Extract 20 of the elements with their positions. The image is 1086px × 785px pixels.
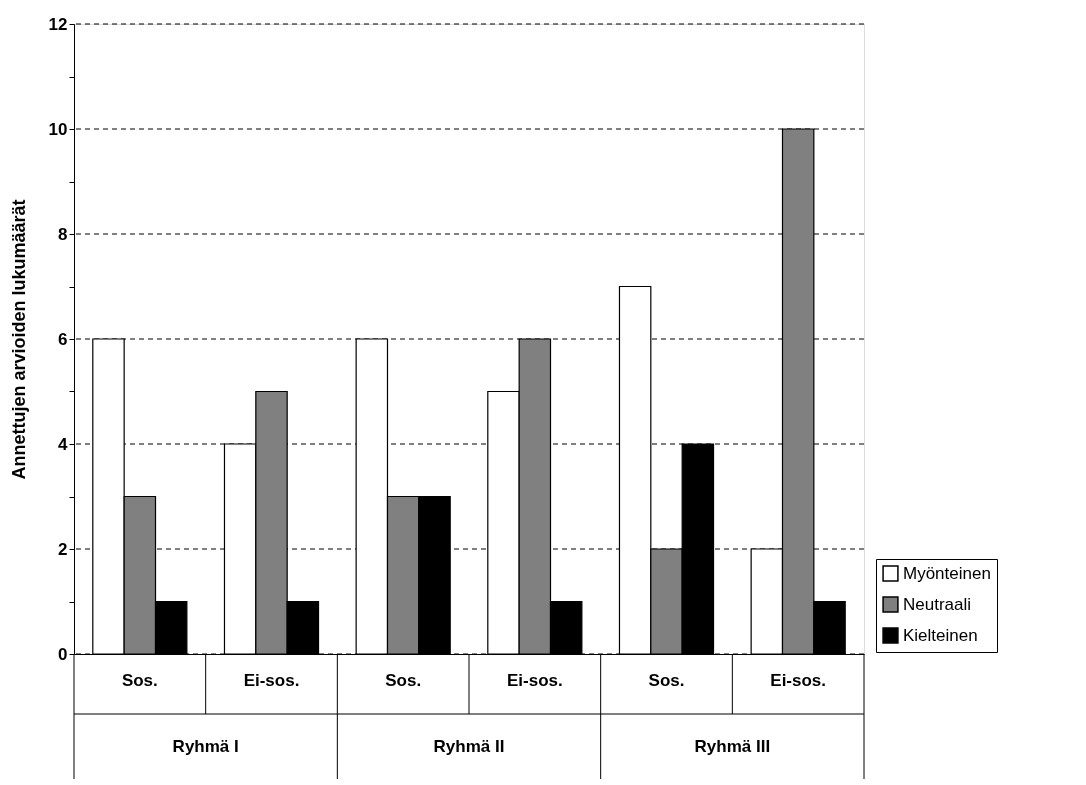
x-tick-label: Sos. (648, 670, 685, 690)
y-tick-label: 4 (58, 434, 69, 454)
y-tick-label: 12 (48, 14, 68, 34)
y-tick-label: 6 (58, 329, 68, 349)
legend-label: Kielteinen (903, 625, 978, 645)
x-tick-label: Ei-sos. (506, 670, 563, 690)
y-tick-label: 10 (48, 119, 68, 139)
legend-label: Neutraali (903, 594, 972, 614)
y-tick-label: 8 (58, 224, 68, 244)
y-axis-title: Annettujen arvioiden lukumäärät (8, 199, 29, 480)
text: Ryhmä II (433, 737, 505, 756)
text: Ryhmä I (172, 737, 239, 756)
x-tick-label: Ei-sos. (243, 670, 300, 690)
x-tick-label: Sos. (385, 670, 422, 690)
text: Ryhmä III (694, 737, 771, 756)
x-tick-label: Ei-sos. (770, 670, 827, 690)
y-tick-label: 0 (58, 644, 68, 664)
legend-label: Myönteinen (903, 563, 991, 583)
y-tick-label: 2 (58, 539, 68, 559)
x-tick-label: Sos. (121, 670, 158, 690)
